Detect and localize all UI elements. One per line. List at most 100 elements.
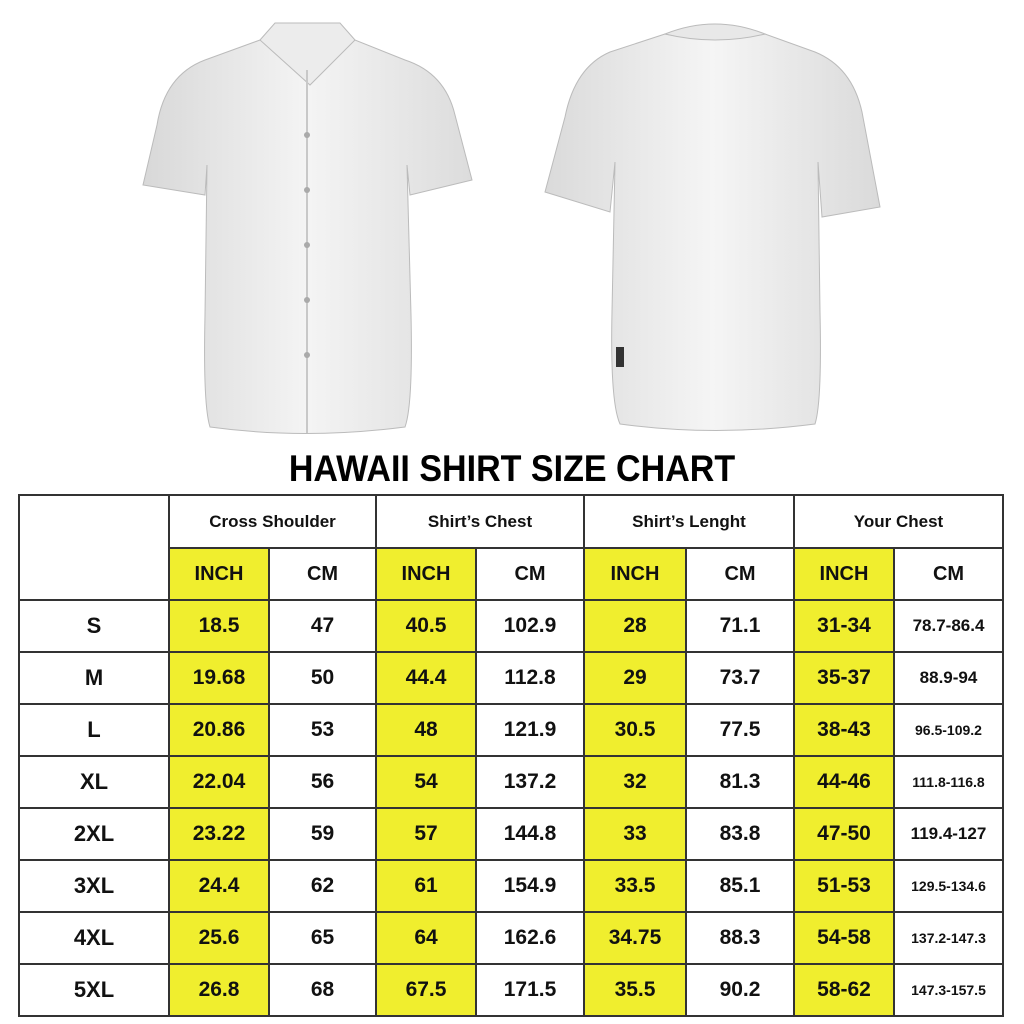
- table-cell: 129.5-134.6: [893, 859, 1004, 913]
- table-cell: 81.3: [685, 755, 795, 809]
- table-cell: 51-53: [793, 859, 895, 913]
- table-cell: 102.9: [475, 599, 585, 653]
- size-label: S: [18, 599, 170, 653]
- table-cell: 50: [268, 651, 377, 705]
- table-cell: 47: [268, 599, 377, 653]
- group-cross-shoulder: Cross Shoulder: [168, 494, 377, 549]
- table-cell: 64: [375, 911, 477, 965]
- table-row: M 19.68 50 44.4 112.8 29 73.7 35-37 88.9-94: [18, 651, 1004, 705]
- table-cell: 162.6: [475, 911, 585, 965]
- table-cell: 23.22: [168, 807, 270, 861]
- table-cell: 47-50: [793, 807, 895, 861]
- table-cell: 34.75: [583, 911, 687, 965]
- table-row: 3XL 24.4 62 61 154.9 33.5 85.1 51-53 129.5-134.6: [18, 859, 1004, 913]
- unit-header-inch: INCH: [583, 547, 687, 601]
- group-shirt-length: Shirt’s Lenght: [583, 494, 795, 549]
- shirt-front-image: [142, 22, 473, 434]
- table-cell: 54-58: [793, 911, 895, 965]
- table-cell: 57: [375, 807, 477, 861]
- table-cell: 78.7-86.4: [893, 599, 1004, 653]
- table-cell: 33.5: [583, 859, 687, 913]
- table-cell: 59: [268, 807, 377, 861]
- group-your-chest: Your Chest: [793, 494, 1004, 549]
- table-cell: 83.8: [685, 807, 795, 861]
- table-cell: 20.86: [168, 703, 270, 757]
- shirt-back-image: [544, 23, 881, 431]
- table-cell: 121.9: [475, 703, 585, 757]
- size-label: XL: [18, 755, 170, 809]
- size-label: 3XL: [18, 859, 170, 913]
- table-cell: 88.9-94: [893, 651, 1004, 705]
- table-cell: 25.6: [168, 911, 270, 965]
- table-cell: 35.5: [583, 963, 687, 1017]
- table-cell: 35-37: [793, 651, 895, 705]
- table-cell: 44-46: [793, 755, 895, 809]
- table-cell: 77.5: [685, 703, 795, 757]
- table-cell: 40.5: [375, 599, 477, 653]
- unit-header-cm: CM: [268, 547, 377, 601]
- group-shirt-chest: Shirt’s Chest: [375, 494, 585, 549]
- table-cell: 65: [268, 911, 377, 965]
- table-cell: 67.5: [375, 963, 477, 1017]
- unit-header-cm: CM: [475, 547, 585, 601]
- table-cell: 111.8-116.8: [893, 755, 1004, 809]
- table-cell: 68: [268, 963, 377, 1017]
- group-header-row: Cross Shoulder Shirt’s Chest Shirt’s Len…: [18, 494, 1004, 601]
- table-cell: 144.8: [475, 807, 585, 861]
- table-cell: 147.3-157.5: [893, 963, 1004, 1017]
- table-cell: 85.1: [685, 859, 795, 913]
- table-cell: 19.68: [168, 651, 270, 705]
- unit-header-cm: CM: [685, 547, 795, 601]
- table-row: XL 22.04 56 54 137.2 32 81.3 44-46 111.8-116.8: [18, 755, 1004, 809]
- chart-title: HAWAII SHIRT SIZE CHART: [288, 448, 736, 489]
- table-cell: 154.9: [475, 859, 585, 913]
- size-label: M: [18, 651, 170, 705]
- table-cell: 137.2-147.3: [893, 911, 1004, 965]
- table-cell: 44.4: [375, 651, 477, 705]
- unit-header-inch: INCH: [793, 547, 895, 601]
- table-row: L 20.86 53 48 121.9 30.5 77.5 38-43 96.5-109.2: [18, 703, 1004, 757]
- table-cell: 61: [375, 859, 477, 913]
- table-row: 2XL 23.22 59 57 144.8 33 83.8 47-50 119.4-127: [18, 807, 1004, 861]
- table-row: S 18.5 47 40.5 102.9 28 71.1 31-34 78.7-86.4: [18, 599, 1004, 653]
- size-label: L: [18, 703, 170, 757]
- table-cell: 96.5-109.2: [893, 703, 1004, 757]
- table-cell: 28: [583, 599, 687, 653]
- table-cell: 18.5: [168, 599, 270, 653]
- table-cell: 29: [583, 651, 687, 705]
- table-cell: 24.4: [168, 859, 270, 913]
- size-chart-table: Cross Shoulder Shirt’s Chest Shirt’s Len…: [18, 494, 1004, 1017]
- table-cell: 71.1: [685, 599, 795, 653]
- table-cell: 48: [375, 703, 477, 757]
- table-cell: 32: [583, 755, 687, 809]
- unit-header-cm: CM: [893, 547, 1004, 601]
- table-cell: 26.8: [168, 963, 270, 1017]
- corner-cell: [18, 494, 170, 601]
- table-cell: 30.5: [583, 703, 687, 757]
- table-cell: 33: [583, 807, 687, 861]
- table-cell: 90.2: [685, 963, 795, 1017]
- table-cell: 137.2: [475, 755, 585, 809]
- table-cell: 54: [375, 755, 477, 809]
- table-cell: 53: [268, 703, 377, 757]
- table-row: 5XL 26.8 68 67.5 171.5 35.5 90.2 58-62 147.3-157…: [18, 963, 1004, 1017]
- table-cell: 62: [268, 859, 377, 913]
- size-label: 5XL: [18, 963, 170, 1017]
- table-cell: 56: [268, 755, 377, 809]
- table-cell: 31-34: [793, 599, 895, 653]
- table-cell: 88.3: [685, 911, 795, 965]
- table-cell: 73.7: [685, 651, 795, 705]
- unit-header-row: INCH CM INCH CM INCH CM INCH CM: [19, 547, 1004, 601]
- table-cell: 22.04: [168, 755, 270, 809]
- table-cell: 58-62: [793, 963, 895, 1017]
- size-label: 4XL: [18, 911, 170, 965]
- table-row: 4XL 25.6 65 64 162.6 34.75 88.3 54-58 137.2-147.…: [18, 911, 1004, 965]
- unit-header-inch: INCH: [375, 547, 477, 601]
- table-cell: 112.8: [475, 651, 585, 705]
- unit-header-inch: INCH: [168, 547, 270, 601]
- size-label: 2XL: [18, 807, 170, 861]
- table-body: S 18.5 47 40.5 102.9 28 71.1 31-34 78.7-86.4 M 19.…: [18, 599, 1004, 1017]
- table-cell: 119.4-127: [893, 807, 1004, 861]
- table-cell: 171.5: [475, 963, 585, 1017]
- table-cell: 38-43: [793, 703, 895, 757]
